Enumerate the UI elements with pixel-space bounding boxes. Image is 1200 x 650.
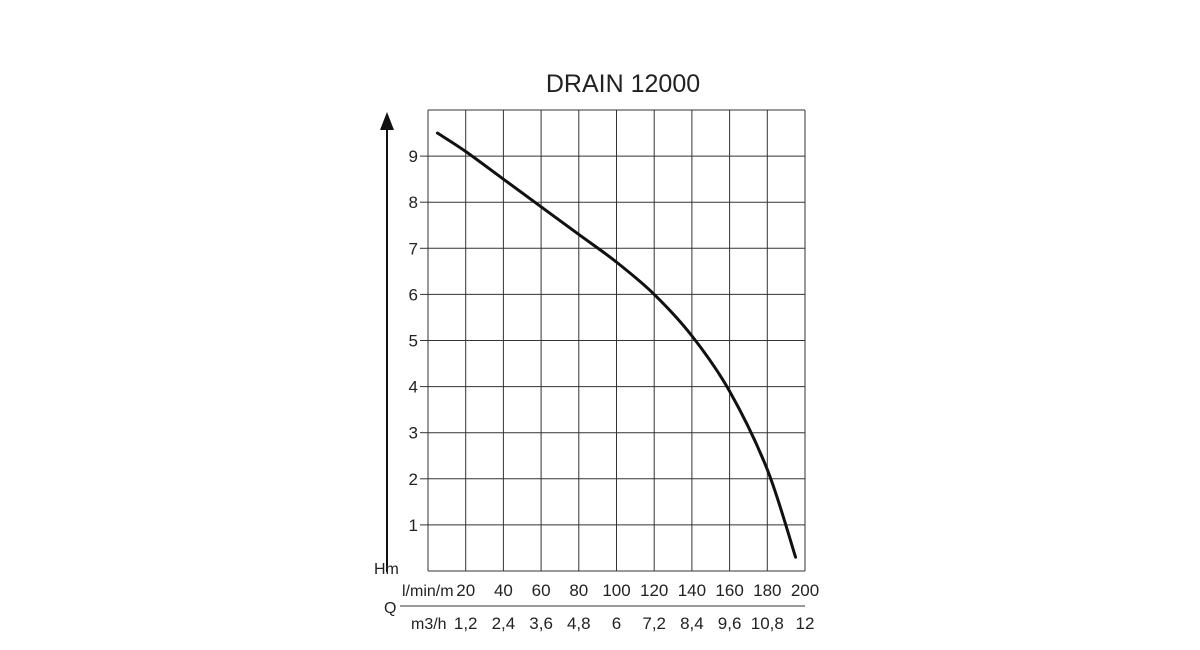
series-line xyxy=(435,131,798,559)
y-axis-label: Hm xyxy=(374,561,399,578)
x-tick-label-primary: 120 xyxy=(640,581,668,600)
y-axis-arrow-icon xyxy=(380,112,394,130)
y-tick-label: 7 xyxy=(409,239,418,258)
y-tick-label: 9 xyxy=(409,147,418,166)
x-tick-labels: 20 40 60 80 100 120 140 160 180 200 1,2 2,4 3,6 4,8 6 7… xyxy=(454,581,819,633)
x-tick-label-secondary: 12 xyxy=(796,614,815,633)
x-tick-label-primary: 40 xyxy=(494,581,513,600)
x-tick-label-secondary: 3,6 xyxy=(529,614,553,633)
x-tick-label-secondary: 2,4 xyxy=(492,614,516,633)
y-tick-label: 4 xyxy=(409,378,418,397)
x-tick-label-secondary: 9,6 xyxy=(718,614,742,633)
x-tick-label-primary: 140 xyxy=(678,581,706,600)
x-tick-label-primary: 80 xyxy=(569,581,588,600)
y-tick-label: 6 xyxy=(409,285,418,304)
y-tick-label: 2 xyxy=(409,470,418,489)
y-tick-label: 5 xyxy=(409,332,418,351)
x-unit-secondary-label: m3/h xyxy=(411,616,447,633)
x-tick-label-secondary: 7,2 xyxy=(642,614,666,633)
y-axis xyxy=(380,112,394,572)
x-tick-label-primary: 180 xyxy=(753,581,781,600)
x-tick-label-secondary: 4,8 xyxy=(567,614,591,633)
x-tick-label-secondary: 1,2 xyxy=(454,614,478,633)
x-tick-label-primary: 160 xyxy=(715,581,743,600)
x-unit-primary-label: l/min/m xyxy=(402,583,454,600)
y-tick-label: 3 xyxy=(409,424,418,443)
x-tick-label-secondary: 10,8 xyxy=(751,614,784,633)
x-tick-label-secondary: 8,4 xyxy=(680,614,704,633)
y-tick-label: 1 xyxy=(409,516,418,535)
y-tick-label: 8 xyxy=(409,193,418,212)
x-tick-label-primary: 100 xyxy=(602,581,630,600)
grid xyxy=(427,109,806,572)
y-tick-labels: 1 2 3 4 5 6 7 8 9 xyxy=(409,147,428,535)
x-tick-label-secondary: 6 xyxy=(612,614,621,633)
x-axis-label: Q xyxy=(384,600,396,617)
chart-title: DRAIN 12000 xyxy=(546,70,700,98)
x-tick-label-primary: 60 xyxy=(532,581,551,600)
x-tick-label-primary: 200 xyxy=(791,581,819,600)
x-tick-label-primary: 20 xyxy=(456,581,475,600)
